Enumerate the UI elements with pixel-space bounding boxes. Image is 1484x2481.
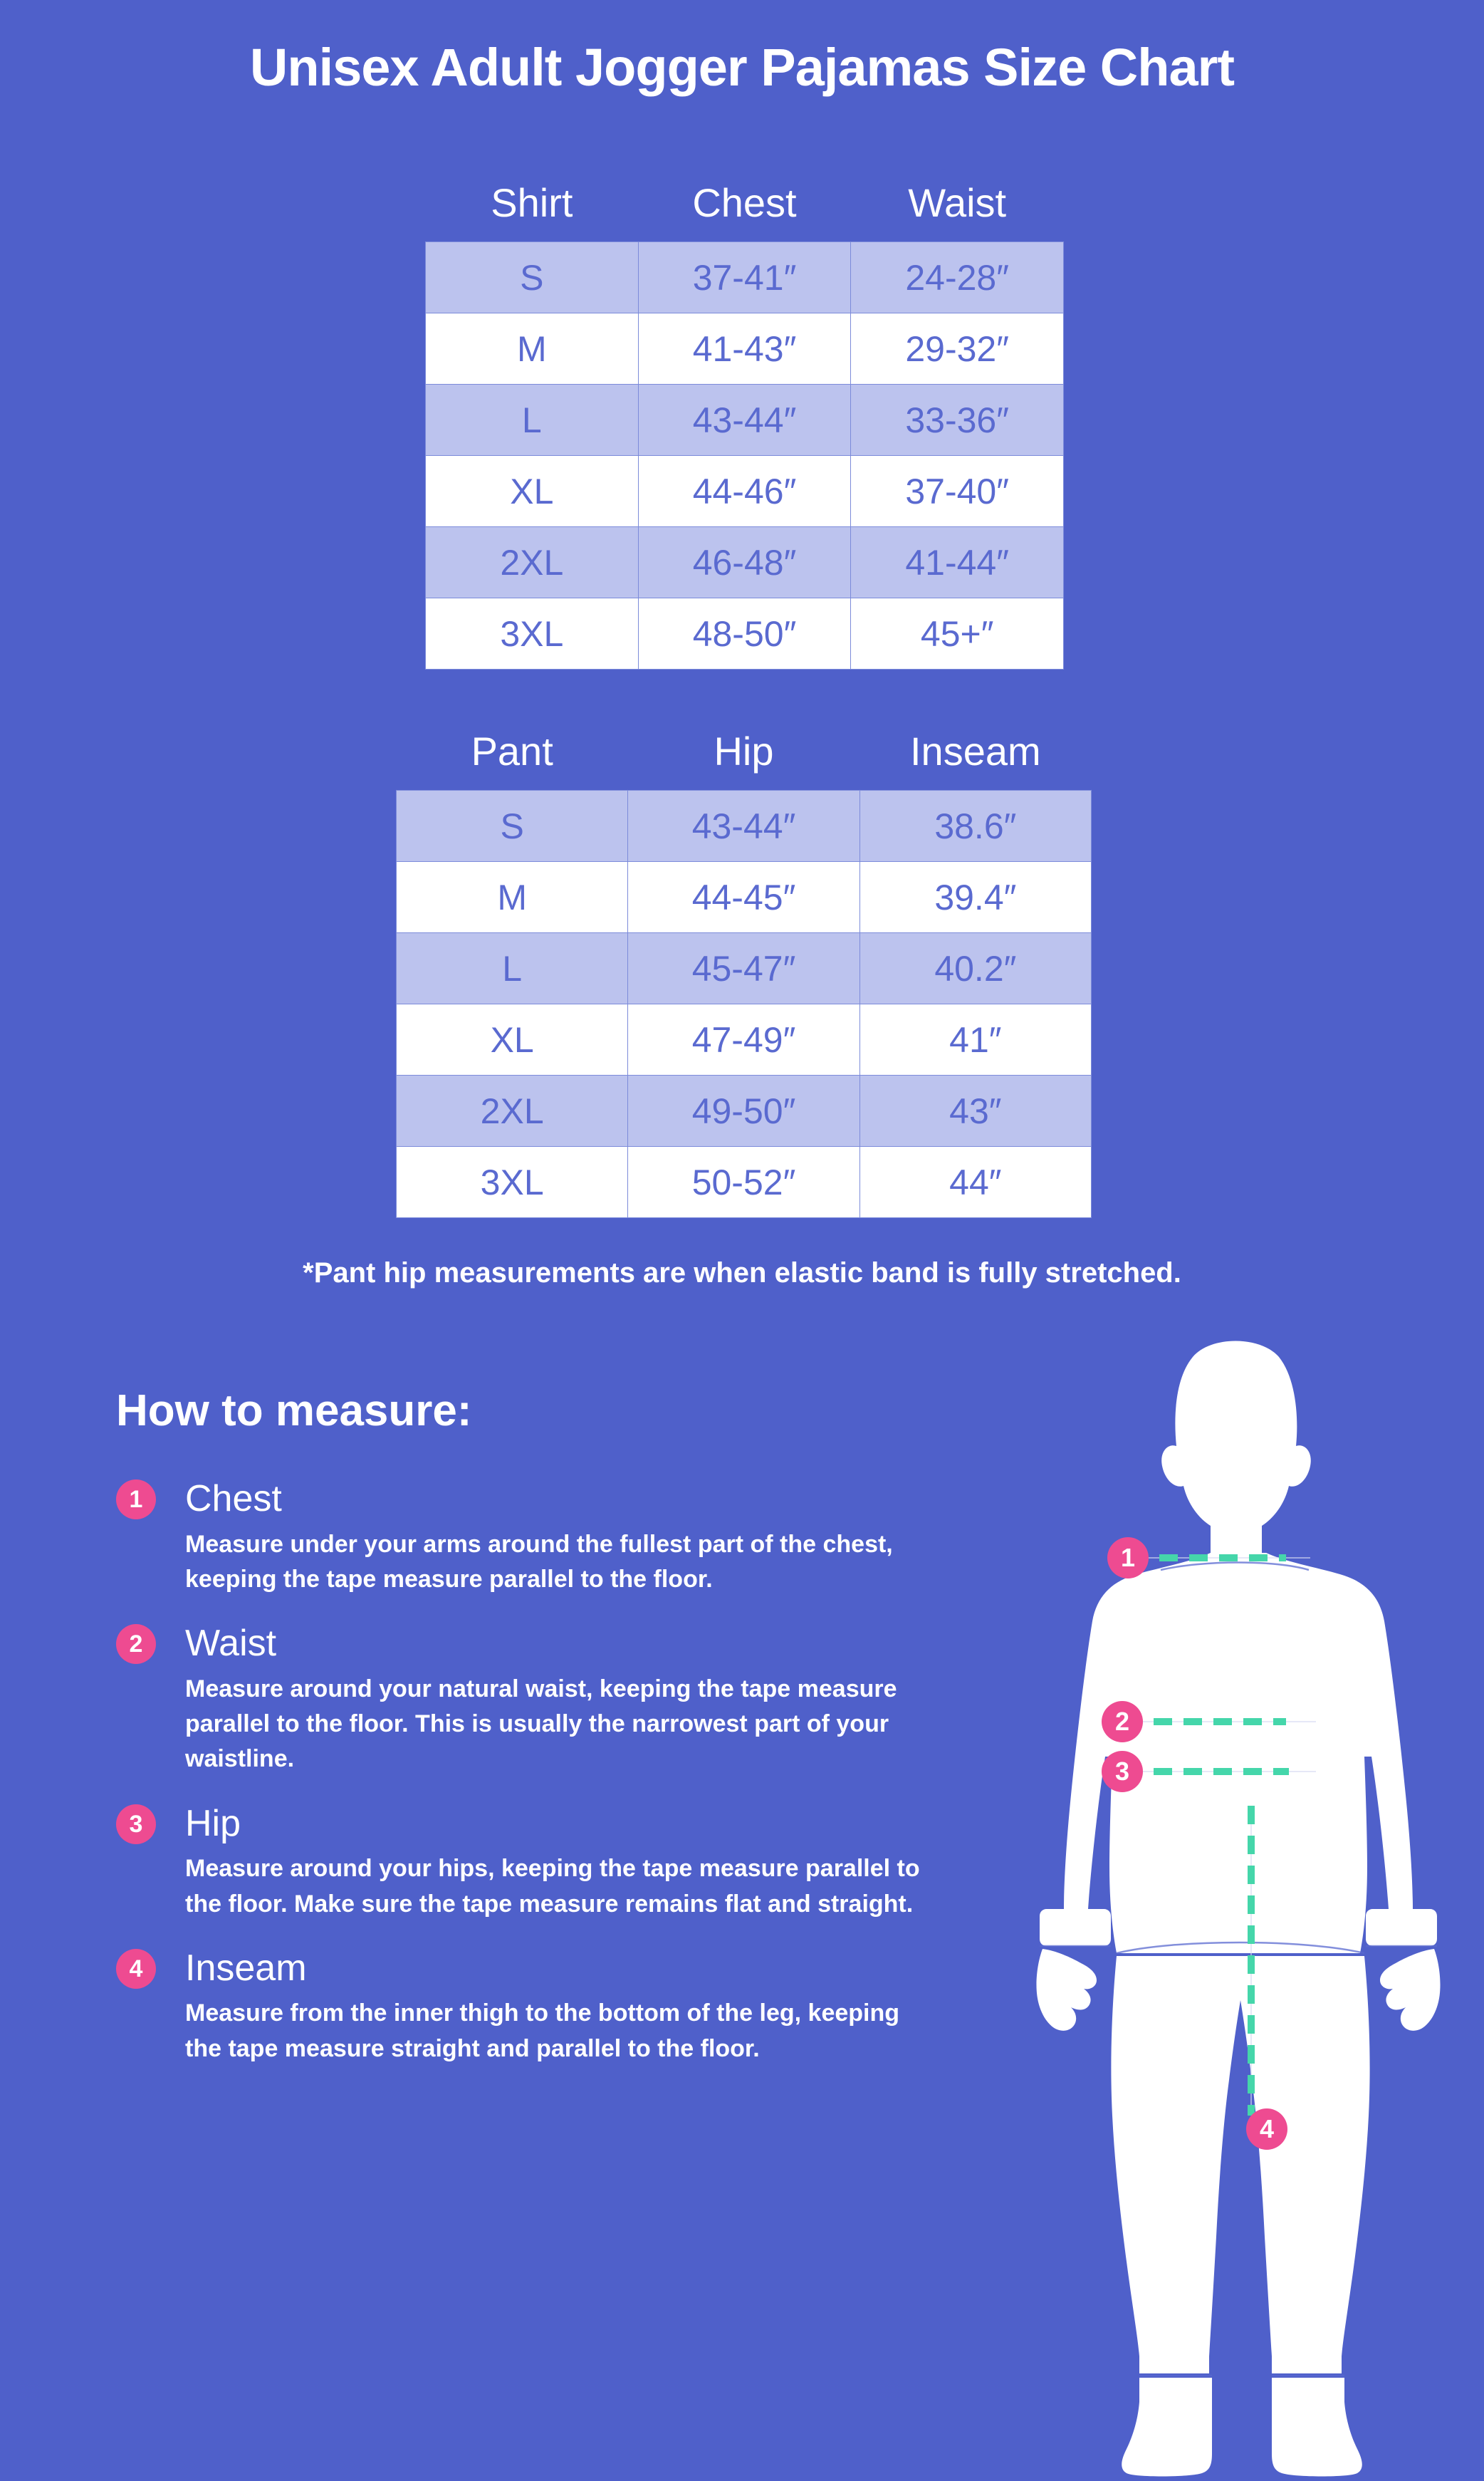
cell-chest: 41-43″ bbox=[637, 313, 852, 385]
cell-waist: 24-28″ bbox=[850, 241, 1064, 313]
hip-measure-line bbox=[1124, 1768, 1289, 1775]
body-figure-illustration: 1 2 3 4 bbox=[997, 1339, 1484, 2479]
cell-inseam: 40.2″ bbox=[859, 932, 1092, 1004]
how-to-measure-heading: How to measure: bbox=[116, 1386, 472, 1435]
chest-measure-line bbox=[1129, 1554, 1286, 1561]
column-header-waist: Waist bbox=[908, 180, 1007, 225]
table-row: L 43-44″ 33-36″ bbox=[425, 384, 1064, 456]
page-title: Unisex Adult Jogger Pajamas Size Chart bbox=[249, 38, 1235, 97]
step-body-waist: Measure around your natural waist, keepi… bbox=[185, 1675, 897, 1773]
measure-step-inseam: 4 Inseam Measure from the inner thigh to… bbox=[116, 1947, 942, 2066]
cell-size: S bbox=[425, 241, 639, 313]
cell-chest: 44-46″ bbox=[637, 455, 852, 527]
cell-chest: 48-50″ bbox=[637, 598, 852, 670]
measure-step-chest: 1 Chest Measure under your arms around t… bbox=[116, 1478, 942, 1597]
cell-hip: 50-52″ bbox=[627, 1146, 860, 1218]
column-header-hip: Hip bbox=[714, 729, 774, 774]
table-row: 2XL 46-48″ 41-44″ bbox=[425, 526, 1064, 598]
how-to-measure-steps: 1 Chest Measure under your arms around t… bbox=[116, 1478, 942, 2092]
cell-chest: 37-41″ bbox=[637, 241, 852, 313]
cell-inseam: 43″ bbox=[859, 1075, 1092, 1147]
cell-inseam: 44″ bbox=[859, 1146, 1092, 1218]
cell-waist: 33-36″ bbox=[850, 384, 1064, 456]
body-silhouette-icon bbox=[1036, 1341, 1441, 2477]
cell-size: M bbox=[425, 313, 639, 385]
pant-size-table: Pant Hip Inseam S 43-44″ 38.6″ M 44-45″ … bbox=[395, 728, 1092, 1218]
cell-chest: 43-44″ bbox=[637, 384, 852, 456]
step-body-chest: Measure under your arms around the fulle… bbox=[185, 1530, 893, 1593]
step-number-badge-2: 2 bbox=[116, 1624, 156, 1665]
step-body-hip: Measure around your hips, keeping the ta… bbox=[185, 1855, 920, 1918]
step-title-hip: Hip bbox=[185, 1802, 241, 1844]
step-number-badge-1: 1 bbox=[116, 1479, 156, 1519]
column-header-inseam: Inseam bbox=[910, 729, 1041, 774]
cell-hip: 45-47″ bbox=[627, 932, 860, 1004]
table-row: M 44-45″ 39.4″ bbox=[395, 861, 1092, 933]
step-title-waist: Waist bbox=[185, 1623, 277, 1665]
cell-size: M bbox=[395, 861, 629, 933]
table-row: XL 44-46″ 37-40″ bbox=[425, 455, 1064, 527]
cell-size: S bbox=[395, 790, 629, 862]
table-row: 3XL 50-52″ 44″ bbox=[395, 1146, 1092, 1218]
cell-waist: 29-32″ bbox=[850, 313, 1064, 385]
table-row: XL 47-49″ 41″ bbox=[395, 1004, 1092, 1076]
cell-size: 3XL bbox=[425, 598, 639, 670]
table-row: L 45-47″ 40.2″ bbox=[395, 932, 1092, 1004]
step-title-chest: Chest bbox=[185, 1478, 282, 1519]
cell-size: 2XL bbox=[425, 526, 639, 598]
figure-marker-badge-2: 2 bbox=[1102, 1701, 1143, 1742]
table-row: 3XL 48-50″ 45+″ bbox=[425, 598, 1064, 670]
cell-waist: 45+″ bbox=[850, 598, 1064, 670]
cell-size: 3XL bbox=[395, 1146, 629, 1218]
figure-marker-badge-1: 1 bbox=[1107, 1537, 1149, 1578]
table-header-row: Shirt Chest Waist bbox=[426, 180, 1064, 242]
cell-waist: 37-40″ bbox=[850, 455, 1064, 527]
waist-measure-line bbox=[1124, 1718, 1286, 1725]
column-header-chest: Chest bbox=[692, 180, 797, 225]
measure-step-waist: 2 Waist Measure around your natural wais… bbox=[116, 1623, 942, 1777]
cell-size: L bbox=[395, 932, 629, 1004]
inseam-measure-line bbox=[1248, 1806, 1255, 2116]
measure-step-hip: 3 Hip Measure around your hips, keeping … bbox=[116, 1803, 942, 1922]
cell-size: XL bbox=[425, 455, 639, 527]
column-header-pant: Pant bbox=[471, 729, 553, 774]
figure-marker-badge-3: 3 bbox=[1102, 1751, 1143, 1792]
cell-hip: 44-45″ bbox=[627, 861, 860, 933]
shirt-size-table: Shirt Chest Waist S 37-41″ 24-28″ M 41-4… bbox=[425, 180, 1064, 670]
step-body-inseam: Measure from the inner thigh to the bott… bbox=[185, 1999, 900, 2062]
cell-size: 2XL bbox=[395, 1075, 629, 1147]
table-row: M 41-43″ 29-32″ bbox=[425, 313, 1064, 385]
cell-size: L bbox=[425, 384, 639, 456]
footnote-text: *Pant hip measurements are when elastic … bbox=[303, 1257, 1181, 1289]
cell-inseam: 39.4″ bbox=[859, 861, 1092, 933]
cell-chest: 46-48″ bbox=[637, 526, 852, 598]
table-row: 2XL 49-50″ 43″ bbox=[395, 1075, 1092, 1147]
column-header-shirt: Shirt bbox=[491, 180, 573, 225]
cell-inseam: 41″ bbox=[859, 1004, 1092, 1076]
figure-marker-badge-4: 4 bbox=[1246, 2108, 1287, 2150]
step-number-badge-3: 3 bbox=[116, 1804, 156, 1844]
cell-waist: 41-44″ bbox=[850, 526, 1064, 598]
cell-size: XL bbox=[395, 1004, 629, 1076]
step-title-inseam: Inseam bbox=[185, 1947, 307, 1989]
cell-hip: 49-50″ bbox=[627, 1075, 860, 1147]
table-row: S 43-44″ 38.6″ bbox=[395, 790, 1092, 862]
cell-hip: 47-49″ bbox=[627, 1004, 860, 1076]
cell-hip: 43-44″ bbox=[627, 790, 860, 862]
step-number-badge-4: 4 bbox=[116, 1948, 156, 1989]
cell-inseam: 38.6″ bbox=[859, 790, 1092, 862]
table-row: S 37-41″ 24-28″ bbox=[425, 241, 1064, 313]
table-header-row: Pant Hip Inseam bbox=[397, 728, 1092, 791]
